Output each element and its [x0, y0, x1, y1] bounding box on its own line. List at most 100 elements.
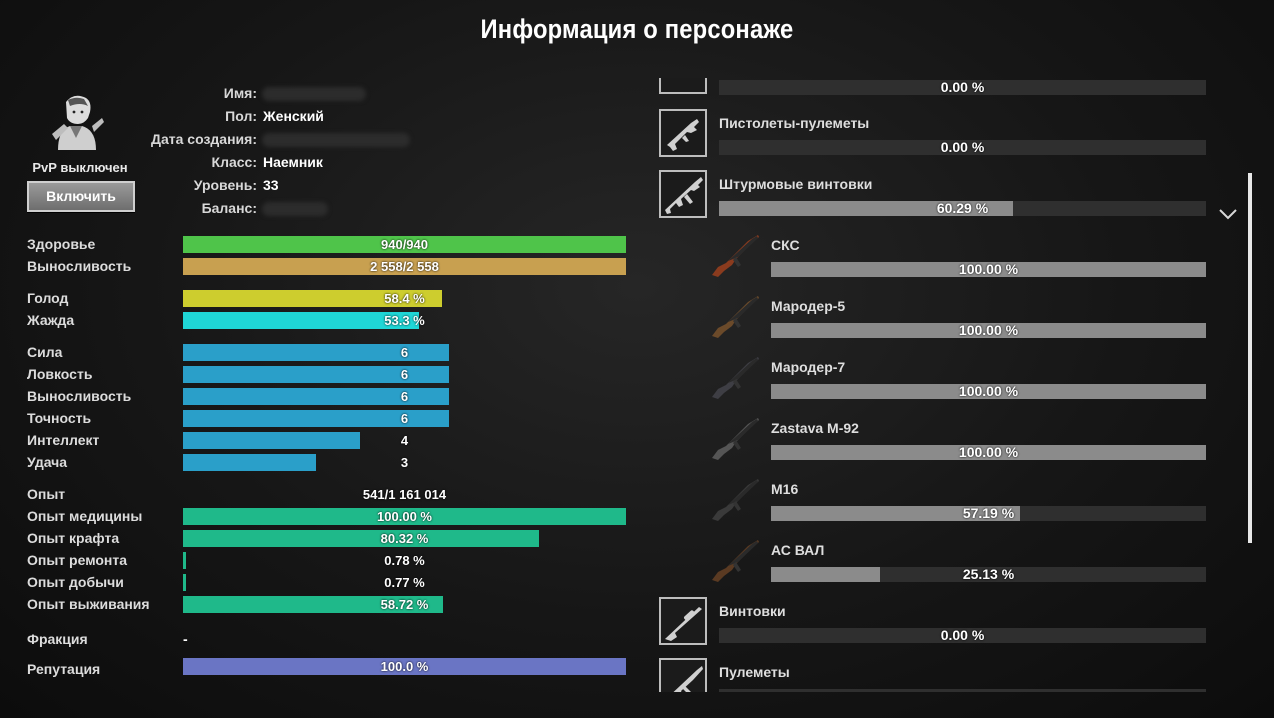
weapon-item-track: 100.00 %	[771, 445, 1206, 460]
weapon-item-track: 100.00 %	[771, 384, 1206, 399]
page-title: Информация о персонаже	[480, 14, 794, 44]
ak-rifle-icon	[712, 418, 759, 460]
weapon-item-value: 100.00 %	[958, 444, 1019, 460]
survival-exp-value: 58.72 %	[380, 597, 429, 612]
weapon-item-label[interactable]: M16	[771, 481, 799, 497]
ak-rifle-icon	[712, 296, 759, 338]
name-redacted	[262, 87, 366, 101]
weapon-item-label[interactable]: Zastava M-92	[771, 420, 859, 436]
smg-category-label[interactable]: Пистолеты-пулеметы	[719, 115, 870, 131]
agility-value: 6	[400, 367, 409, 382]
stamina-bar	[183, 258, 626, 275]
health-label: Здоровье	[27, 236, 96, 252]
hunger-label: Голод	[27, 290, 69, 306]
class-value: Наемник	[263, 154, 323, 170]
weapon-item-value: 100.00 %	[958, 322, 1019, 338]
level-label: Уровень:	[193, 177, 257, 193]
class-label: Класс:	[211, 154, 257, 170]
intellect-value: 4	[400, 433, 409, 448]
m16-rifle-icon	[712, 479, 759, 521]
weapon-item-value: 25.13 %	[962, 566, 1015, 582]
agility-label: Ловкость	[27, 366, 93, 382]
rifles-category-label[interactable]: Винтовки	[719, 603, 786, 619]
name-label: Имя:	[223, 85, 257, 101]
weapon-skills-panel[interactable]: 0.00 % Пистолеты-пулеметы 0.00 % Штурмов…	[650, 78, 1250, 692]
reputation-bar	[183, 658, 626, 675]
weapon-item-value: 100.00 %	[958, 261, 1019, 277]
medicine-exp-label: Опыт медицины	[27, 508, 143, 524]
hunger-bar	[183, 290, 442, 307]
stamina-label: Выносливость	[27, 258, 132, 274]
endurance-bar	[183, 388, 449, 405]
collapse-chevron-icon[interactable]	[1218, 208, 1238, 220]
weapon-item-label[interactable]: АС ВАЛ	[771, 542, 825, 558]
gender-value: Женский	[263, 108, 324, 124]
weapon-item-track: 57.19 %	[771, 506, 1206, 521]
created-date-redacted	[262, 133, 410, 147]
repair-exp-label: Опыт ремонта	[27, 552, 128, 568]
balance-label: Баланс:	[201, 200, 257, 216]
luck-value: 3	[400, 455, 409, 470]
health-value: 940/940	[381, 237, 428, 252]
character-avatar-icon	[52, 95, 104, 150]
enable-pvp-button[interactable]: Включить	[27, 181, 135, 212]
weapon-item-value: 57.19 %	[962, 505, 1015, 521]
weapon-item-value: 100.00 %	[958, 383, 1019, 399]
reputation-label: Репутация	[27, 661, 101, 677]
ak-rifle-icon	[712, 357, 759, 399]
top-partial-value: 0.00 %	[940, 79, 985, 95]
assault-category-label[interactable]: Штурмовые винтовки	[719, 176, 873, 192]
level-value: 33	[263, 177, 279, 193]
assault-rifle-icon[interactable]	[659, 170, 707, 218]
top-partial-track: 0.00 %	[719, 80, 1206, 95]
weapon-item-track: 100.00 %	[771, 323, 1206, 338]
hunger-value: 58.4 %	[384, 291, 425, 306]
weapon-item-fill	[771, 262, 1206, 277]
weapon-item-label[interactable]: Мародер-7	[771, 359, 846, 375]
weapon-skills-scrollbar[interactable]	[1248, 173, 1252, 543]
gathering-exp-label: Опыт добычи	[27, 574, 124, 590]
stamina-value: 2 558/2 558	[370, 259, 439, 274]
smg-track: 0.00 %	[719, 140, 1206, 155]
strength-value: 6	[400, 345, 409, 360]
health-bar	[183, 236, 626, 253]
created-date-label: Дата создания:	[151, 131, 257, 147]
weapon-item-fill	[771, 567, 881, 582]
experience-label: Опыт	[27, 486, 66, 502]
repair-exp-value: 0.78 %	[384, 553, 425, 568]
medicine-exp-bar	[183, 508, 626, 525]
weapon-item-label[interactable]: Мародер-5	[771, 298, 846, 314]
sniper-rifle-icon[interactable]	[659, 597, 707, 645]
weapon-item-label[interactable]: СКС	[771, 237, 800, 253]
survival-exp-label: Опыт выживания	[27, 596, 150, 612]
thirst-label: Жажда	[27, 312, 75, 328]
gathering-exp-value: 0.77 %	[384, 575, 425, 590]
rifles-track: 0.00 %	[719, 628, 1206, 643]
balance-redacted	[262, 202, 328, 216]
endurance-value: 6	[400, 389, 409, 404]
machine-guns-track	[719, 689, 1206, 692]
machine-guns-category-label[interactable]: Пулеметы	[719, 664, 790, 680]
smg-value: 0.00 %	[940, 139, 985, 155]
craft-exp-value: 80.32 %	[380, 531, 429, 546]
weapon-item-track: 25.13 %	[771, 567, 1206, 582]
weapon-item-fill	[771, 384, 1206, 399]
machine-gun-icon[interactable]	[659, 658, 707, 692]
gender-label: Пол:	[225, 108, 257, 124]
repair-exp-bar	[183, 552, 186, 569]
assault-value: 60.29 %	[936, 200, 989, 216]
gathering-exp-bar	[183, 574, 186, 591]
strength-bar	[183, 344, 449, 361]
faction-label: Фракция	[27, 631, 88, 647]
reputation-value: 100.0 %	[380, 659, 429, 674]
craft-exp-bar	[183, 530, 539, 547]
accuracy-value: 6	[400, 411, 409, 426]
weapon-item-fill	[771, 323, 1206, 338]
accuracy-bar	[183, 410, 449, 427]
smg-icon[interactable]	[659, 109, 707, 157]
sks-rifle-icon	[712, 235, 759, 277]
thirst-value: 53.3 %	[384, 313, 425, 328]
weapon-item-fill	[771, 445, 1206, 460]
experience-value: 541/1 161 014	[362, 487, 447, 502]
medicine-exp-value: 100.00 %	[377, 509, 432, 524]
